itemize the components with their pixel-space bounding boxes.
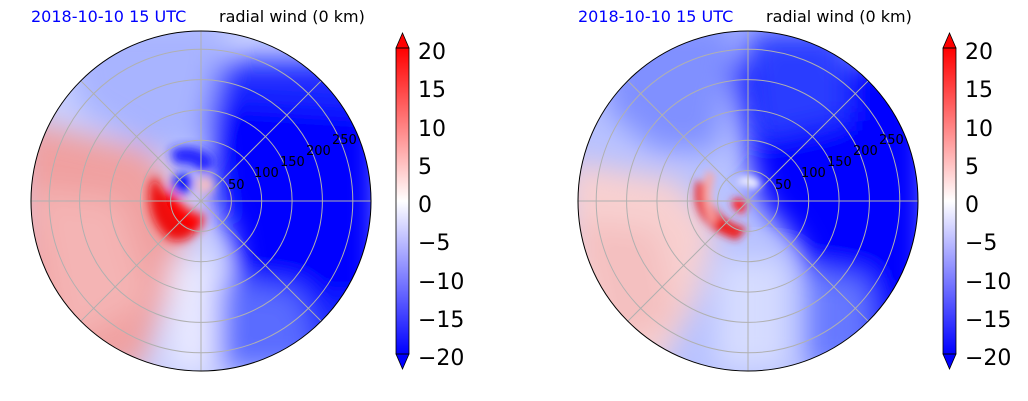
colorbar-ticks-1: 20 15 10 5 0 −5 −10 −15 −20 — [418, 40, 464, 371]
colorbar-1 — [395, 31, 410, 371]
cb-tick-m20: −20 — [418, 346, 464, 371]
radial-tick-200: 200 — [306, 144, 331, 159]
cb-tick-m5: −5 — [418, 231, 450, 256]
cb-tick-m10: −10 — [965, 270, 1011, 295]
radial-tick-250: 250 — [879, 133, 904, 148]
cb-tick-0: 0 — [965, 193, 979, 218]
polar-grid-1 — [31, 31, 371, 371]
radial-tick-100: 100 — [254, 166, 279, 181]
cb-tick-m10: −10 — [418, 270, 464, 295]
radial-ticks-2: 50 100 150 200 250 — [775, 133, 904, 193]
cb-tick-20: 20 — [418, 40, 446, 65]
polar-frame-2 — [577, 30, 919, 372]
radial-tick-50: 50 — [228, 178, 245, 193]
time-label-1: 2018-10-10 15 UTC — [31, 7, 187, 26]
radial-ticks-1: 50 100 150 200 250 — [228, 133, 357, 193]
variable-label-1: radial wind (0 km) — [219, 7, 365, 26]
cb-tick-0: 0 — [418, 193, 432, 218]
cb-tick-15: 15 — [965, 78, 993, 103]
polar-grid-2 — [578, 31, 918, 371]
cb-tick-20: 20 — [965, 40, 993, 65]
cb-tick-m20: −20 — [965, 346, 1011, 371]
cb-tick-15: 15 — [418, 78, 446, 103]
radial-tick-50: 50 — [775, 178, 792, 193]
radial-tick-200: 200 — [853, 144, 878, 159]
polar-chart-2: 50 100 150 200 250 20 15 10 5 0 −5 −10 −… — [577, 30, 1011, 372]
radial-tick-250: 250 — [332, 133, 357, 148]
polar-frame-1 — [30, 30, 372, 372]
cb-tick-m5: −5 — [965, 231, 997, 256]
colorbar-ticks-2: 20 15 10 5 0 −5 −10 −15 −20 — [965, 40, 1011, 371]
radial-tick-150: 150 — [827, 155, 852, 170]
radial-tick-100: 100 — [801, 166, 826, 181]
wind-field-1 — [31, 31, 371, 371]
cb-tick-m15: −15 — [418, 308, 464, 333]
wind-field-2 — [578, 31, 918, 371]
variable-label-2: radial wind (0 km) — [766, 7, 912, 26]
cb-tick-5: 5 — [418, 155, 432, 180]
radial-tick-150: 150 — [280, 155, 305, 170]
polar-panel-2: 50 100 150 200 250 20 15 10 5 0 −5 −10 −… — [547, 0, 1028, 401]
colorbar-2 — [942, 31, 957, 371]
polar-panel-1: 50 100 150 200 250 20 15 10 5 0 −5 −10 −… — [30, 7, 464, 372]
polar-chart-1: 50 100 150 200 250 20 15 10 5 0 −5 −10 −… — [30, 30, 464, 372]
cb-tick-5: 5 — [965, 155, 979, 180]
cb-tick-10: 10 — [418, 117, 446, 142]
time-label-2: 2018-10-10 15 UTC — [578, 7, 734, 26]
cb-tick-10: 10 — [965, 117, 993, 142]
cb-tick-m15: −15 — [965, 308, 1011, 333]
